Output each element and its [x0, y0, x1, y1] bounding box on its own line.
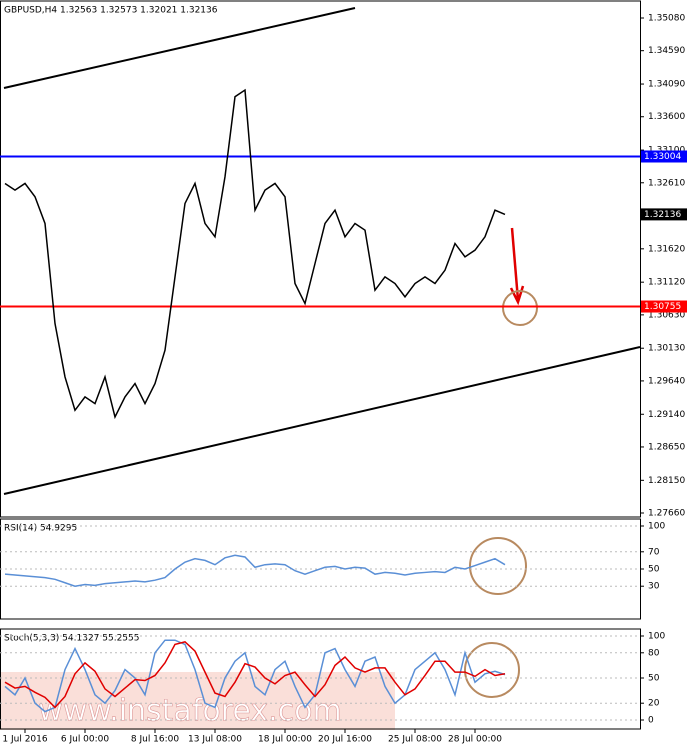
- highlight-circle: [469, 537, 527, 595]
- x-tick-label: 13 Jul 08:00: [188, 735, 242, 745]
- y-tick-label: 1.34090: [648, 80, 685, 90]
- panel-frame: [0, 628, 641, 730]
- series-line: [4, 554, 506, 587]
- y-tick-label: 1.27660: [648, 509, 685, 519]
- x-tick-label: 18 Jul 00:00: [258, 735, 312, 745]
- watermark: www.instaforex.com: [38, 694, 341, 729]
- y-tick-label: 20: [648, 699, 660, 709]
- x-tick-label: 6 Jul 00:00: [61, 735, 110, 745]
- y-tick-label: 1.28650: [648, 442, 685, 452]
- series-line: [4, 639, 506, 713]
- channel-line: [3, 346, 641, 495]
- y-tick-label: 100: [648, 522, 665, 532]
- y-tick-label: 1.32610: [648, 178, 685, 188]
- y-tick-label: 1.29140: [648, 410, 685, 420]
- last-price-box: [641, 208, 687, 221]
- y-tick-label: 1.31620: [648, 244, 685, 254]
- y-tick-label: 80: [648, 648, 660, 658]
- panel-title: RSI(14) 54.9295: [4, 524, 77, 534]
- y-tick-label: 1.33600: [648, 112, 685, 122]
- last-price-label: 1.32136: [644, 210, 681, 220]
- y-tick-label: 50: [648, 565, 660, 575]
- y-tick-label: 1.35080: [648, 14, 685, 24]
- y-tick-label: 1.29640: [648, 376, 685, 386]
- y-tick-label: 1.34590: [648, 46, 685, 56]
- y-tick-label: 1.30130: [648, 344, 685, 354]
- y-tick-label: 1.31120: [648, 278, 685, 288]
- x-tick-label: 1 Jul 2016: [2, 735, 47, 745]
- x-tick-label: 28 Jul 00:00: [448, 735, 502, 745]
- y-tick-label: 100: [648, 632, 665, 642]
- panel-title: GBPUSD,H4 1.32563 1.32573 1.32021 1.3213…: [4, 6, 218, 16]
- y-tick-label: 1.30630: [648, 310, 685, 320]
- level-box: [641, 150, 687, 163]
- x-tick-label: 25 Jul 08:00: [388, 735, 442, 745]
- y-tick-label: 0: [648, 716, 654, 726]
- y-tick-label: 70: [648, 547, 660, 557]
- channel-line: [3, 7, 356, 89]
- y-tick-label: 50: [648, 674, 660, 684]
- x-tick-label: 8 Jul 16:00: [131, 735, 180, 745]
- series-line: [4, 88, 506, 420]
- highlight-circle: [502, 290, 538, 326]
- level-box: [641, 300, 687, 313]
- level-label: 1.30755: [644, 302, 681, 312]
- panel-title: Stoch(5,3,3) 54.1327 55.2555: [4, 634, 139, 644]
- level-label: 1.33004: [644, 152, 681, 162]
- y-tick-label: 1.28150: [648, 476, 685, 486]
- y-tick-label: 30: [648, 582, 660, 592]
- panel-frame: [0, 0, 641, 518]
- highlight-circle: [464, 642, 520, 698]
- x-tick-label: 20 Jul 16:00: [318, 735, 372, 745]
- series-line: [4, 641, 506, 709]
